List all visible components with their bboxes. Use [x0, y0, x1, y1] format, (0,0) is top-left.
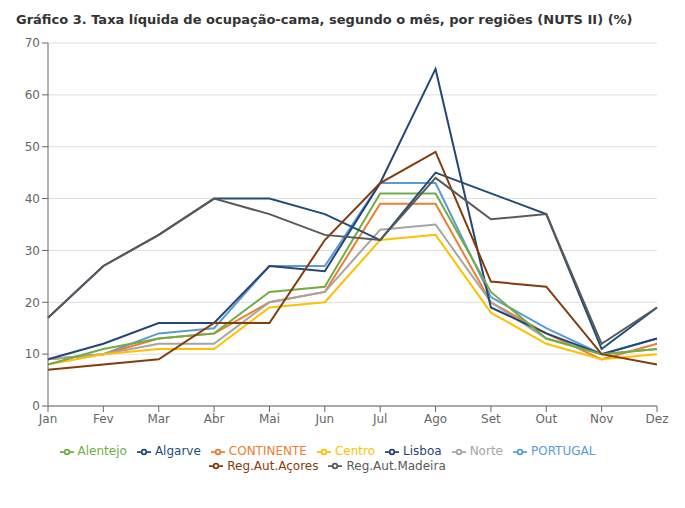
svg-text:Out: Out	[535, 412, 557, 426]
html-text:Reg.Aut.Açores: Reg.Aut.Açores	[227, 458, 319, 473]
svg-text:40: 40	[25, 192, 40, 206]
svg-text:Dez: Dez	[646, 412, 669, 426]
html-text:Reg.Aut.Madeira: Reg.Aut.Madeira	[346, 458, 446, 473]
svg-text:20: 20	[25, 296, 40, 310]
html-text:Centro: Centro	[334, 444, 375, 458]
html-text:PORTUGAL: PORTUGAL	[531, 444, 596, 458]
svg-text:0: 0	[32, 399, 40, 413]
html-text:Alentejo: Alentejo	[77, 444, 127, 458]
svg-text:Mai: Mai	[259, 412, 280, 426]
svg-text:Nov: Nov	[590, 412, 613, 426]
svg-text:Abr: Abr	[204, 412, 225, 426]
svg-text:Set: Set	[481, 412, 501, 426]
svg-text:Ago: Ago	[424, 412, 447, 426]
html-text:Algarve: Algarve	[154, 444, 201, 458]
svg-text:10: 10	[25, 347, 40, 361]
html-text:Lisboa: Lisboa	[403, 444, 442, 458]
svg-text:Fev: Fev	[93, 412, 114, 426]
svg-text:60: 60	[25, 88, 40, 102]
svg-text:50: 50	[25, 140, 40, 154]
svg-text:Jun: Jun	[314, 412, 334, 426]
html-text:CONTINENTE: CONTINENTE	[228, 444, 307, 458]
svg-text:30: 30	[25, 244, 40, 258]
html-text:Norte: Norte	[469, 444, 503, 458]
svg-text:Mar: Mar	[147, 412, 170, 426]
svg-text:Jul: Jul	[372, 412, 387, 426]
svg-text:Jan: Jan	[38, 412, 58, 426]
html-text:Gráfico 3. Taxa líquida de ocu: Gráfico 3. Taxa líquida de ocupação-cama…	[16, 12, 633, 27]
svg-text:70: 70	[25, 36, 40, 50]
